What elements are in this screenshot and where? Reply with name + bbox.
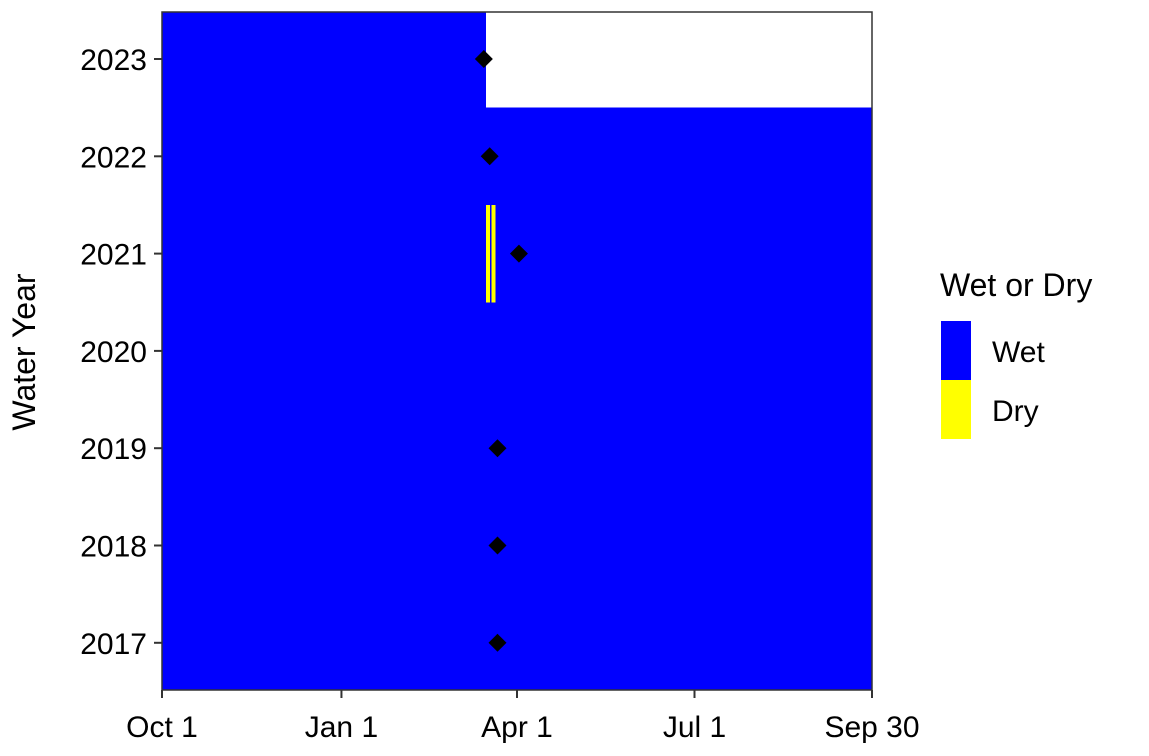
y-tick-label: 2020 — [80, 336, 147, 369]
legend-key-dry — [941, 380, 971, 439]
wet-bar-2022 — [162, 107, 872, 205]
dry-bar-2021-2 — [491, 204, 496, 303]
wet-bar-2018 — [162, 496, 872, 595]
wet-bar-2020 — [162, 302, 872, 400]
y-tick-label: 2017 — [80, 628, 147, 661]
marker-2022 — [480, 147, 499, 166]
marker-2017 — [488, 633, 507, 652]
record-bars — [162, 12, 872, 690]
wet-bar-2017 — [162, 594, 872, 690]
x-tick-label: Jan 1 — [305, 711, 378, 744]
y-tick-label: 2023 — [80, 44, 147, 77]
legend: Wet or Dry Wet Dry — [940, 267, 1092, 439]
marker-2021 — [509, 244, 528, 263]
legend-entries: Wet Dry — [941, 321, 1045, 439]
x-tick-label: Apr 1 — [481, 711, 553, 744]
markers — [474, 50, 528, 652]
y-tick-label: 2021 — [80, 239, 147, 272]
dry-bars — [485, 204, 496, 303]
legend-key-wet — [941, 321, 971, 380]
x-axis: Oct 1 Jan 1 Apr 1 Jul 1 Sep 30 — [126, 690, 920, 744]
legend-label-dry: Dry — [992, 395, 1039, 428]
dry-bar-2021-1 — [485, 204, 490, 303]
y-tick-label: 2019 — [80, 433, 147, 466]
wet-bar-2019 — [162, 399, 872, 497]
marker-2019 — [488, 439, 507, 458]
x-tick-label: Jul 1 — [663, 711, 726, 744]
y-axis: 2017 2018 2019 2020 2021 2022 2023 — [80, 44, 162, 661]
legend-title: Wet or Dry — [940, 267, 1092, 303]
x-tick-label: Oct 1 — [126, 711, 198, 744]
wet-bar-2023 — [162, 12, 486, 108]
legend-label-wet: Wet — [992, 336, 1045, 369]
y-tick-label: 2018 — [80, 531, 147, 564]
marker-2023 — [474, 50, 493, 68]
x-tick-label: Sep 30 — [824, 711, 919, 744]
marker-2018 — [488, 536, 507, 555]
y-tick-label: 2022 — [80, 141, 147, 174]
y-axis-title: Water Year — [6, 273, 42, 430]
